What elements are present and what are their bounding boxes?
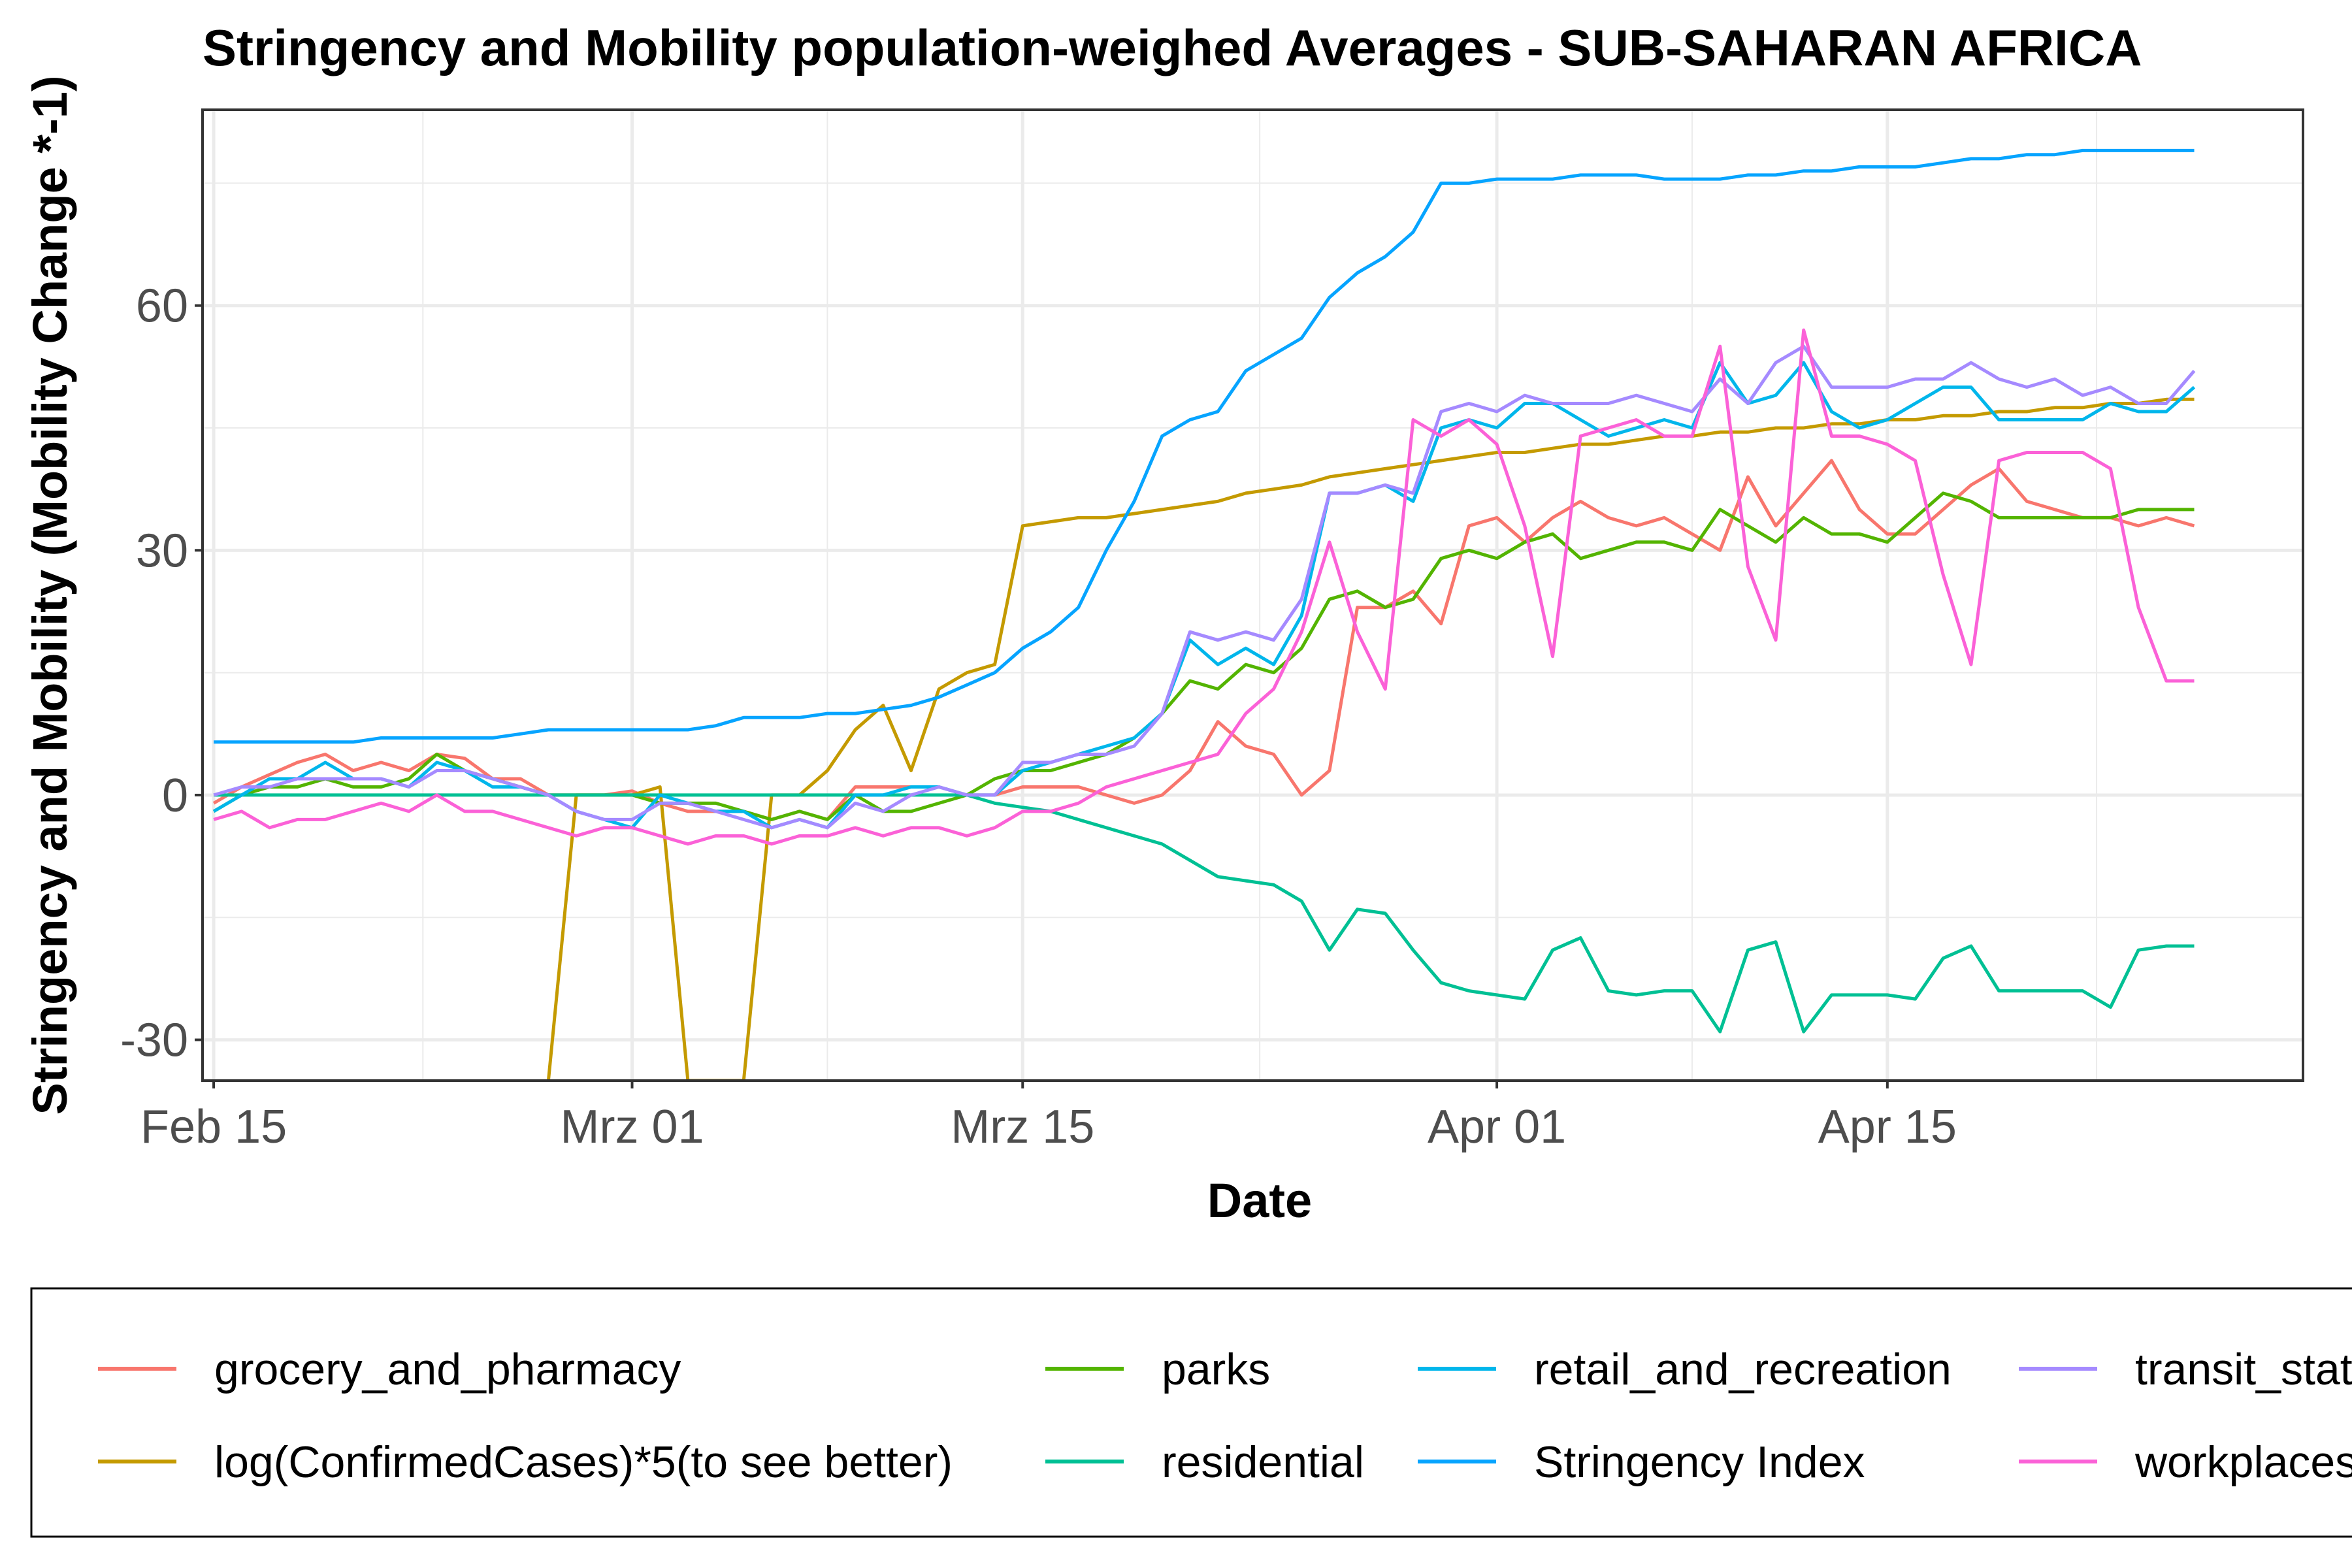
y-tick-label: 30 <box>136 525 188 577</box>
legend: grocery_and_pharmacy log(ConfirmedCases)*… <box>98 1345 2352 1487</box>
x-tick-label: Mrz 01 <box>560 1101 704 1153</box>
legend-label: Stringency Index <box>1534 1437 1865 1487</box>
plot-border <box>201 108 2304 1082</box>
x-axis: Feb 15 Mrz 01 Mrz 15 Apr 01 Apr 15 <box>140 1081 1957 1153</box>
legend-item: workplaces <box>2019 1437 2352 1487</box>
y-tick-label: -30 <box>120 1015 188 1067</box>
legend-item: transit_stations <box>2019 1345 2352 1394</box>
grid-major <box>203 110 2303 1081</box>
y-tick-label: 0 <box>162 770 188 822</box>
legend-label: workplaces <box>2134 1437 2352 1487</box>
series-line-stringency-index <box>214 148 2195 744</box>
legend-label: residential <box>1162 1437 1364 1487</box>
legend-item: retail_and_recreation <box>1418 1345 1952 1394</box>
series-line-log-confirmedcases-5-to-see-better- <box>546 397 2195 1081</box>
y-tick-label: 60 <box>136 280 188 333</box>
series-line-transit-stations <box>213 344 2196 830</box>
x-tick-label: Apr 15 <box>1818 1101 1957 1153</box>
x-tick-label: Apr 01 <box>1428 1101 1566 1153</box>
legend-item: log(ConfirmedCases)*5(to see better) <box>98 1437 953 1487</box>
x-axis-title: Date <box>1207 1173 1312 1228</box>
plot-panel <box>203 110 2303 1081</box>
legend-label: retail_and_recreation <box>1534 1345 1952 1394</box>
x-tick-label: Feb 15 <box>140 1101 287 1153</box>
y-axis-title: Stringency and Mobility (Mobility Change… <box>23 75 77 1115</box>
legend-item: grocery_and_pharmacy <box>98 1345 681 1394</box>
legend-label: transit_stations <box>2135 1345 2352 1394</box>
series-line-workplaces <box>213 328 2195 846</box>
legend-item: residential <box>1045 1437 1364 1487</box>
chart-title: Stringency and Mobility population-weigh… <box>203 19 2142 76</box>
y-axis: -30 0 30 60 <box>120 280 203 1067</box>
legend-label: log(ConfirmedCases)*5(to see better) <box>214 1437 953 1487</box>
legend-item: Stringency Index <box>1418 1437 1865 1487</box>
series-lines <box>212 148 2196 1081</box>
legend-label: parks <box>1162 1345 1270 1394</box>
x-tick-label: Mrz 15 <box>951 1101 1094 1153</box>
legend-box <box>30 1287 2352 1538</box>
legend-label: grocery_and_pharmacy <box>214 1345 681 1394</box>
legend-item: parks <box>1045 1345 1270 1394</box>
grid-minor <box>203 110 2303 1081</box>
